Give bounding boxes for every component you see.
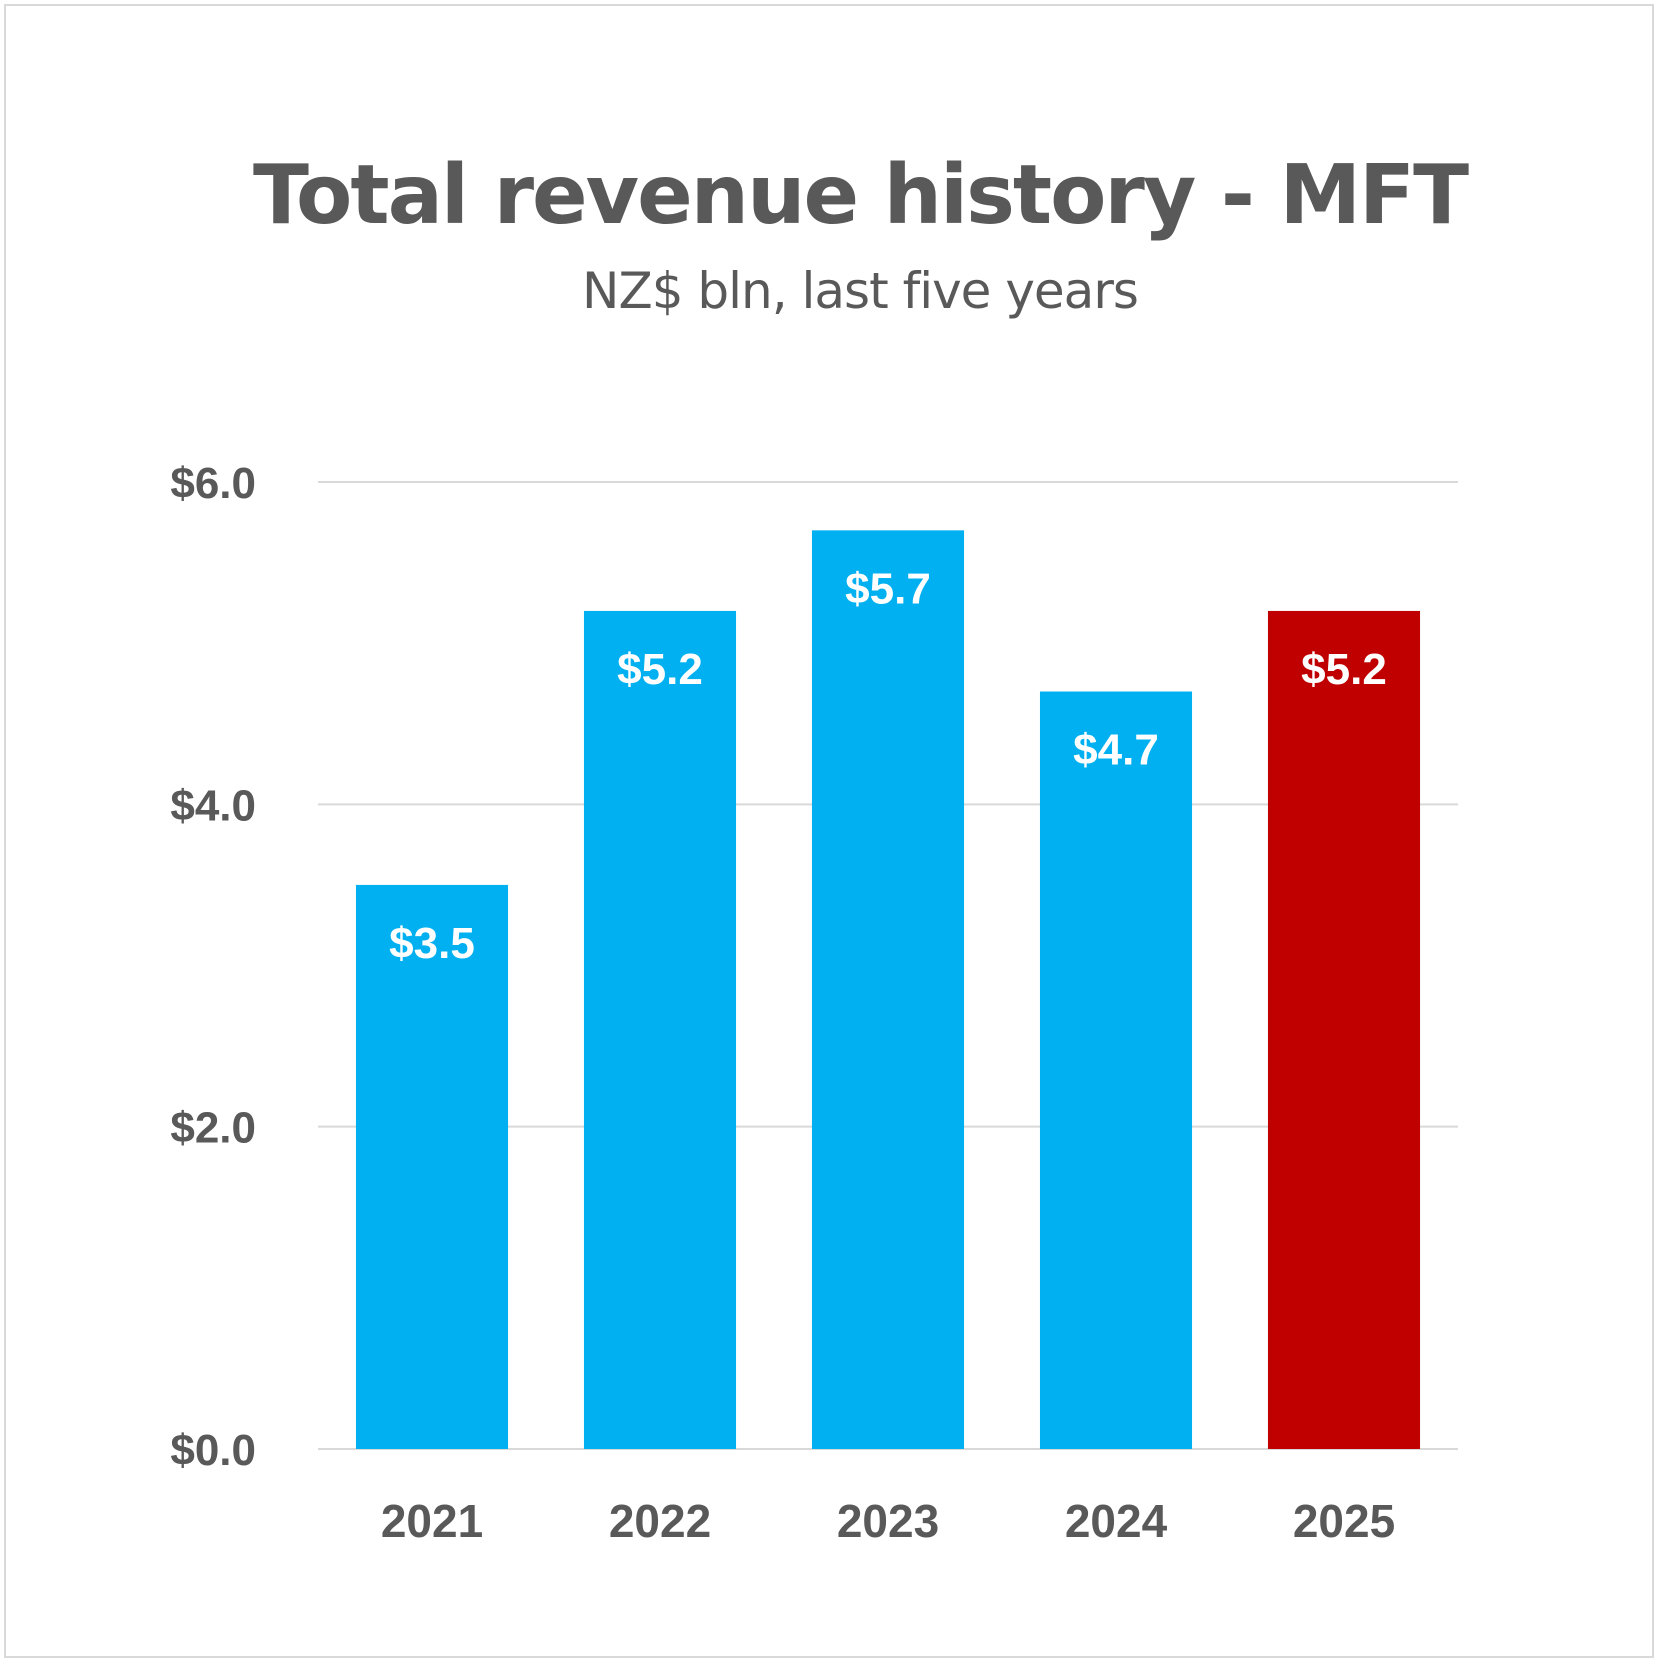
x-tick-label: 2023 [837,1495,939,1547]
chart-title: Total revenue history - MFT [253,148,1469,243]
x-tick-label: 2025 [1293,1495,1395,1547]
y-tick-label: $6.0 [170,459,256,508]
data-label: $4.7 [1073,726,1159,775]
bar [1267,610,1421,1449]
x-tick-label: 2024 [1065,1495,1168,1547]
bar [811,530,965,1449]
data-label: $5.2 [617,645,703,694]
chart-subtitle: NZ$ bln, last five years [582,262,1139,320]
bar [1039,691,1193,1449]
x-tick-label: 2021 [381,1495,483,1547]
data-label: $5.2 [1301,645,1387,694]
y-tick-label: $0.0 [170,1426,256,1475]
bar [355,884,509,1449]
data-label: $3.5 [389,919,475,968]
y-tick-label: $4.0 [170,781,256,830]
y-tick-label: $2.0 [170,1104,256,1153]
bar [583,610,737,1449]
x-tick-label: 2022 [609,1495,711,1547]
data-label: $5.7 [845,564,931,613]
